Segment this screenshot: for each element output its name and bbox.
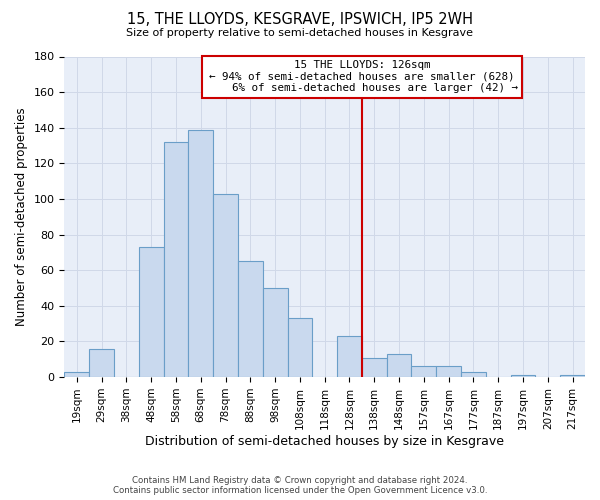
Bar [337,336,362,377]
Bar [263,288,287,377]
X-axis label: Distribution of semi-detached houses by size in Kesgrave: Distribution of semi-detached houses by … [145,434,504,448]
Bar [560,376,585,377]
Bar [461,372,486,377]
Bar [511,376,535,377]
Bar [213,194,238,377]
Bar [139,247,164,377]
Text: 15 THE LLOYDS: 126sqm
← 94% of semi-detached houses are smaller (628)
    6% of : 15 THE LLOYDS: 126sqm ← 94% of semi-deta… [206,60,518,94]
Text: Contains HM Land Registry data © Crown copyright and database right 2024.
Contai: Contains HM Land Registry data © Crown c… [113,476,487,495]
Bar [436,366,461,377]
Text: 15, THE LLOYDS, KESGRAVE, IPSWICH, IP5 2WH: 15, THE LLOYDS, KESGRAVE, IPSWICH, IP5 2… [127,12,473,28]
Bar [188,130,213,377]
Bar [64,372,89,377]
Bar [164,142,188,377]
Bar [89,348,114,377]
Bar [238,262,263,377]
Bar [412,366,436,377]
Text: Size of property relative to semi-detached houses in Kesgrave: Size of property relative to semi-detach… [127,28,473,38]
Bar [386,354,412,377]
Bar [287,318,313,377]
Bar [362,358,386,377]
Y-axis label: Number of semi-detached properties: Number of semi-detached properties [15,108,28,326]
